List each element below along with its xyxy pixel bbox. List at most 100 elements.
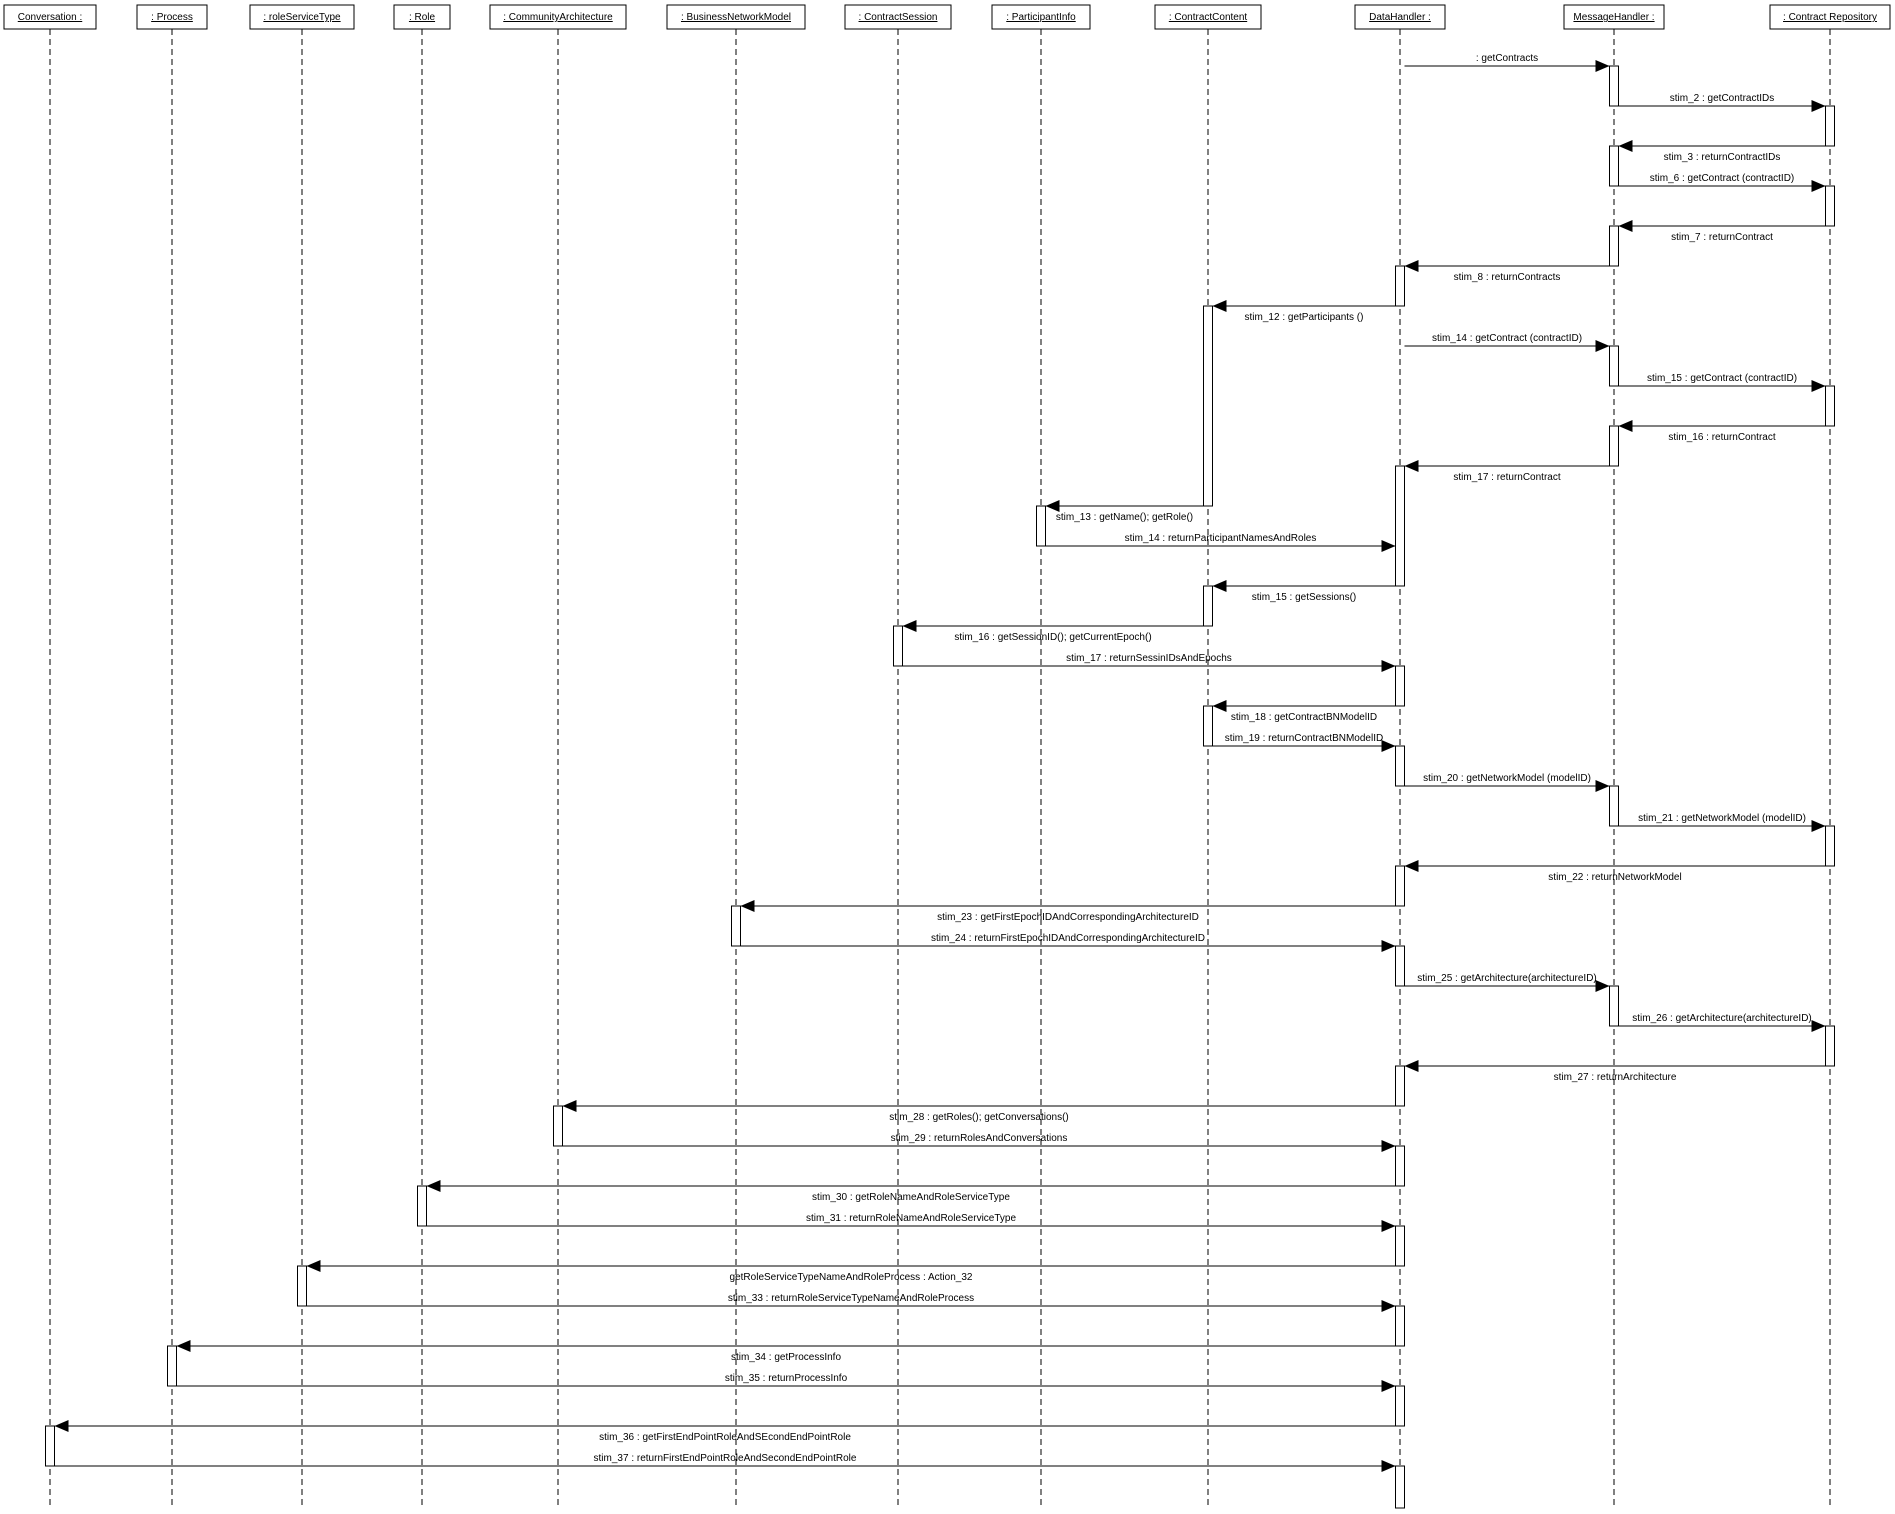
- message-label: stim_27 : returnArchitecture: [1554, 1072, 1677, 1083]
- message-2: stim_2 : getContractIDs: [1618, 93, 1826, 112]
- activation-datahandler: [1395, 1305, 1405, 1347]
- activation-process: [167, 1345, 177, 1387]
- message-label: stim_26 : getArchitecture(architectureID…: [1632, 1013, 1812, 1024]
- object-contractcontent: : ContractContent: [1154, 4, 1262, 30]
- object-roleservicetype: : roleServiceType: [249, 4, 355, 30]
- message-31: getRoleServiceTypeNameAndRoleProcess : A…: [306, 1260, 1396, 1283]
- object-box-communityarchitecture: [489, 4, 627, 30]
- object-box-contractrepository: [1769, 4, 1891, 30]
- message-label: stim_14 : returnParticipantNamesAndRoles: [1125, 533, 1317, 544]
- message-17: stim_18 : getContractBNModelID: [1212, 700, 1396, 723]
- message-label: stim_16 : returnContract: [1668, 432, 1775, 443]
- activation-datahandler: [1395, 745, 1405, 787]
- activation-datahandler: [1395, 465, 1405, 587]
- activation-contractrepository: [1825, 385, 1835, 427]
- message-14: stim_15 : getSessions(): [1212, 580, 1396, 603]
- message-label: stim_23 : getFirstEpochIDAndCorrespondin…: [937, 912, 1199, 923]
- object-box-businessnetworkmodel: [666, 4, 806, 30]
- message-28: stim_29 : returnRolesAndConversations: [562, 1133, 1396, 1152]
- object-box-contractsession: [844, 4, 952, 30]
- message-label: stim_18 : getContractBNModelID: [1231, 712, 1377, 723]
- activation-messagehandler: [1609, 225, 1619, 267]
- message-label: stim_2 : getContractIDs: [1670, 93, 1774, 104]
- activation-messagehandler: [1609, 345, 1619, 387]
- message-label: stim_14 : getContract (contractID): [1432, 333, 1582, 344]
- object-label-conversation: Conversation :: [18, 12, 82, 23]
- activation-messagehandler: [1609, 145, 1619, 187]
- message-label: getRoleServiceTypeNameAndRoleProcess : A…: [730, 1272, 973, 1283]
- activation-conversation: [45, 1425, 55, 1467]
- activation-messagehandler: [1609, 985, 1619, 1027]
- activation-datahandler: [1395, 865, 1405, 907]
- object-communityarchitecture: : CommunityArchitecture: [489, 4, 627, 30]
- message-25: stim_26 : getArchitecture(architectureID…: [1618, 1013, 1826, 1032]
- activation-contractcontent: [1203, 585, 1213, 627]
- message-15: stim_16 : getSessionID(); getCurrentEpoc…: [902, 620, 1204, 643]
- message-7: stim_12 : getParticipants (): [1212, 300, 1396, 323]
- object-label-datahandler: DataHandler :: [1369, 12, 1431, 23]
- message-label: stim_15 : getContract (contractID): [1647, 373, 1797, 384]
- object-label-contractrepository: : Contract Repository: [1783, 12, 1877, 23]
- message-label: stim_21 : getNetworkModel (modelID): [1638, 813, 1806, 824]
- activation-datahandler: [1395, 945, 1405, 987]
- message-32: stim_33 : returnRoleServiceTypeNameAndRo…: [306, 1293, 1396, 1312]
- message-10: stim_16 : returnContract: [1618, 420, 1826, 443]
- activation-role: [417, 1185, 427, 1227]
- object-label-messagehandler: MessageHandler :: [1573, 12, 1654, 23]
- message-label: stim_22 : returnNetworkModel: [1548, 872, 1681, 883]
- message-5: stim_7 : returnContract: [1618, 220, 1826, 243]
- object-label-contractcontent: : ContractContent: [1169, 12, 1248, 23]
- message-29: stim_30 : getRoleNameAndRoleServiceType: [426, 1180, 1396, 1203]
- message-26: stim_27 : returnArchitecture: [1404, 1060, 1826, 1083]
- activations-layer: [45, 65, 1835, 1509]
- message-label: stim_16 : getSessionID(); getCurrentEpoc…: [954, 632, 1151, 643]
- message-label: stim_7 : returnContract: [1671, 232, 1773, 243]
- message-label: stim_3 : returnContractIDs: [1664, 152, 1781, 163]
- activation-communityarchitecture: [553, 1105, 563, 1147]
- message-3: stim_3 : returnContractIDs: [1618, 140, 1826, 163]
- activation-roleservicetype: [297, 1265, 307, 1307]
- message-label: stim_20 : getNetworkModel (modelID): [1423, 773, 1591, 784]
- message-label: : getContracts: [1476, 53, 1538, 64]
- message-19: stim_20 : getNetworkModel (modelID): [1404, 773, 1610, 792]
- object-box-participantinfo: [991, 4, 1091, 30]
- activation-contractcontent: [1203, 705, 1213, 747]
- message-36: stim_37 : returnFirstEndPointRoleAndSeco…: [54, 1453, 1396, 1472]
- activation-datahandler: [1395, 265, 1405, 307]
- object-contractrepository: : Contract Repository: [1769, 4, 1891, 30]
- message-label: stim_17 : returnSessinIDsAndEpochs: [1066, 653, 1232, 664]
- activation-datahandler: [1395, 1385, 1405, 1427]
- message-label: stim_25 : getArchitecture(architectureID…: [1417, 973, 1597, 984]
- message-27: stim_28 : getRoles(); getConversations(): [562, 1100, 1396, 1123]
- message-20: stim_21 : getNetworkModel (modelID): [1618, 813, 1826, 832]
- object-box-contractcontent: [1154, 4, 1262, 30]
- activation-datahandler: [1395, 665, 1405, 707]
- activation-datahandler: [1395, 1225, 1405, 1267]
- activation-messagehandler: [1609, 425, 1619, 467]
- object-label-roleservicetype: : roleServiceType: [263, 12, 341, 23]
- object-participantinfo: : ParticipantInfo: [991, 4, 1091, 30]
- activation-datahandler: [1395, 1065, 1405, 1107]
- message-11: stim_17 : returnContract: [1404, 460, 1610, 483]
- object-label-participantinfo: : ParticipantInfo: [1006, 12, 1076, 23]
- object-box-conversation: [3, 4, 97, 30]
- activation-messagehandler: [1609, 785, 1619, 827]
- message-label: stim_15 : getSessions(): [1252, 592, 1357, 603]
- activation-contractrepository: [1825, 105, 1835, 147]
- message-12: stim_13 : getName(); getRole(): [1045, 500, 1204, 523]
- message-8: stim_14 : getContract (contractID): [1404, 333, 1610, 352]
- object-box-role: [393, 4, 451, 30]
- message-label: stim_29 : returnRolesAndConversations: [891, 1133, 1068, 1144]
- object-label-communityarchitecture: : CommunityArchitecture: [503, 12, 613, 23]
- activation-contractrepository: [1825, 185, 1835, 227]
- message-label: stim_12 : getParticipants (): [1245, 312, 1364, 323]
- object-label-role: : Role: [409, 12, 436, 23]
- message-35: stim_36 : getFirstEndPointRoleAndSEcondE…: [54, 1420, 1396, 1443]
- message-label: stim_31 : returnRoleNameAndRoleServiceTy…: [806, 1213, 1017, 1224]
- message-label: stim_24 : returnFirstEpochIDAndCorrespon…: [931, 933, 1205, 944]
- message-label: stim_35 : returnProcessInfo: [725, 1373, 848, 1384]
- object-box-messagehandler: [1563, 4, 1665, 30]
- message-label: stim_13 : getName(); getRole(): [1056, 512, 1193, 523]
- message-1: : getContracts: [1404, 53, 1610, 72]
